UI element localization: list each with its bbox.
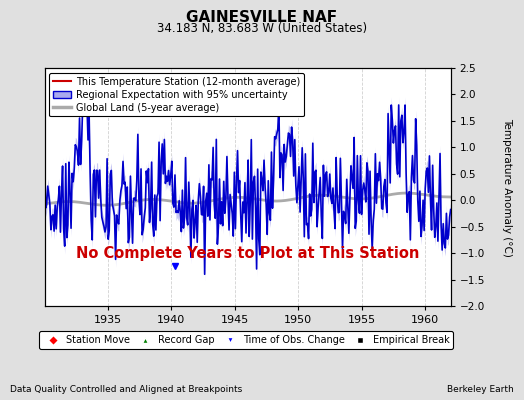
Text: Data Quality Controlled and Aligned at Breakpoints: Data Quality Controlled and Aligned at B… xyxy=(10,385,243,394)
Legend: Station Move, Record Gap, Time of Obs. Change, Empirical Break: Station Move, Record Gap, Time of Obs. C… xyxy=(39,331,453,349)
Y-axis label: Temperature Anomaly (°C): Temperature Anomaly (°C) xyxy=(501,118,512,256)
Text: 34.183 N, 83.683 W (United States): 34.183 N, 83.683 W (United States) xyxy=(157,22,367,35)
Legend: This Temperature Station (12-month average), Regional Expectation with 95% uncer: This Temperature Station (12-month avera… xyxy=(49,73,304,116)
Text: No Complete Years to Plot at This Station: No Complete Years to Plot at This Statio… xyxy=(76,246,419,261)
Text: Berkeley Earth: Berkeley Earth xyxy=(447,385,514,394)
Text: GAINESVILLE NAF: GAINESVILLE NAF xyxy=(187,10,337,25)
